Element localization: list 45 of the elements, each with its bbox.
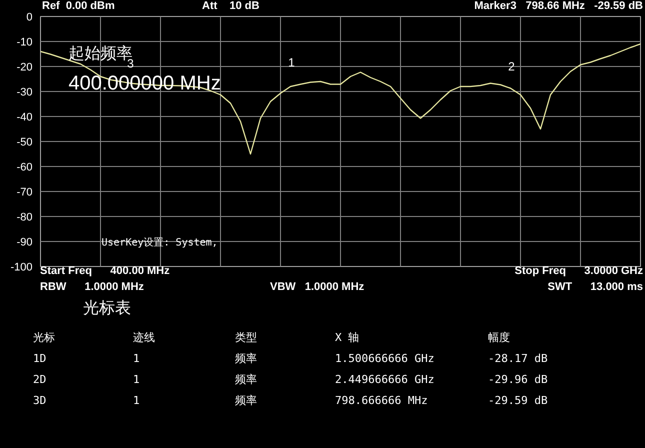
annotation: Stop Freq 3.0000 GHz xyxy=(514,265,643,277)
y-tick-label: 0 xyxy=(26,12,33,24)
text: 频率 xyxy=(235,394,257,407)
text: 798.666666 MHz xyxy=(335,394,428,407)
text: VBW 1.0000 MHz xyxy=(270,281,364,293)
y-tick-label: -40 xyxy=(16,112,33,124)
text: 光标 xyxy=(33,331,55,344)
text: 类型 xyxy=(235,331,257,344)
y-tick-label: -90 xyxy=(16,236,33,248)
text: 1 xyxy=(133,352,140,365)
y-tick-label: -100 xyxy=(10,262,33,274)
annotation: 3 xyxy=(127,56,134,70)
annotation: Start Freq 400.00 MHz xyxy=(40,265,170,277)
text: SWT 13.000 ms xyxy=(548,281,643,293)
text: 1.500666666 GHz xyxy=(335,352,434,365)
text: X 轴 xyxy=(335,331,360,344)
annotation: UserKey设置: System, xyxy=(102,236,218,248)
text: -29.96 dB xyxy=(488,373,548,386)
text: -28.17 dB xyxy=(488,352,548,365)
text: RBW 1.0000 MHz xyxy=(40,281,144,293)
text: 1 xyxy=(133,373,140,386)
text: -29.59 dB xyxy=(488,394,548,407)
text: Att 10 dB xyxy=(202,0,260,12)
y-tick-label: -80 xyxy=(16,212,33,224)
text: 3D xyxy=(33,394,46,407)
y-tick-label: -70 xyxy=(16,186,33,198)
text: 频率 xyxy=(235,373,257,386)
text: 1 xyxy=(133,394,140,407)
y-tick-label: -60 xyxy=(16,162,33,174)
annotation: 1 xyxy=(288,56,296,70)
y-tick-label: -10 xyxy=(16,36,33,48)
annotation: 2 xyxy=(508,60,516,74)
text: 迹线 xyxy=(133,331,155,344)
text: 频率 xyxy=(235,352,257,365)
y-tick-label: -30 xyxy=(16,86,33,98)
text: Ref 0.00 dBm xyxy=(42,0,115,12)
y-tick-label: -50 xyxy=(16,136,33,148)
text: 2D xyxy=(33,373,46,386)
line-series xyxy=(40,43,640,155)
y-tick-label: -20 xyxy=(16,62,33,74)
text: 1D xyxy=(33,352,46,365)
text: 光标表 xyxy=(83,298,131,317)
text: 幅度 xyxy=(488,331,510,344)
text: 2.449666666 GHz xyxy=(335,373,434,386)
text: Marker3 798.66 MHz -29.59 dB xyxy=(474,0,643,12)
